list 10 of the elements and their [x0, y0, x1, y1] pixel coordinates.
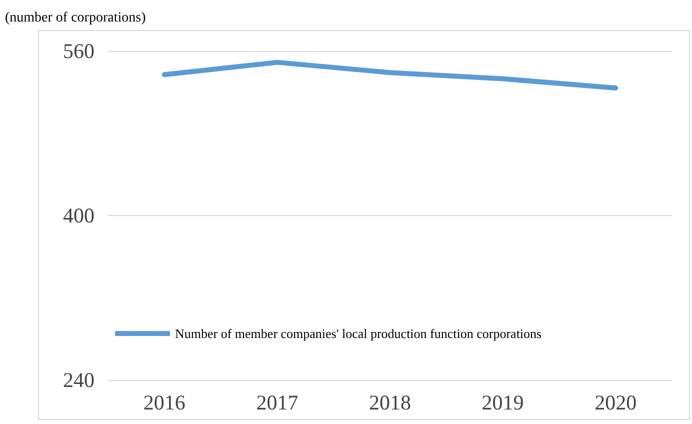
y-tick-label: 560 — [63, 39, 94, 63]
x-tick-label: 2016 — [143, 390, 186, 414]
x-tick-label: 2018 — [369, 390, 411, 414]
x-tick-label: 2020 — [594, 390, 637, 414]
y-tick-label: 400 — [63, 204, 94, 228]
x-tick-label: 2019 — [482, 390, 524, 414]
x-tick-label: 2017 — [256, 390, 298, 414]
legend-label: Number of member companies' local production function corporations — [175, 326, 542, 341]
y-tick-label: 240 — [63, 368, 94, 392]
y-axis-title: (number of corporations) — [5, 10, 146, 26]
